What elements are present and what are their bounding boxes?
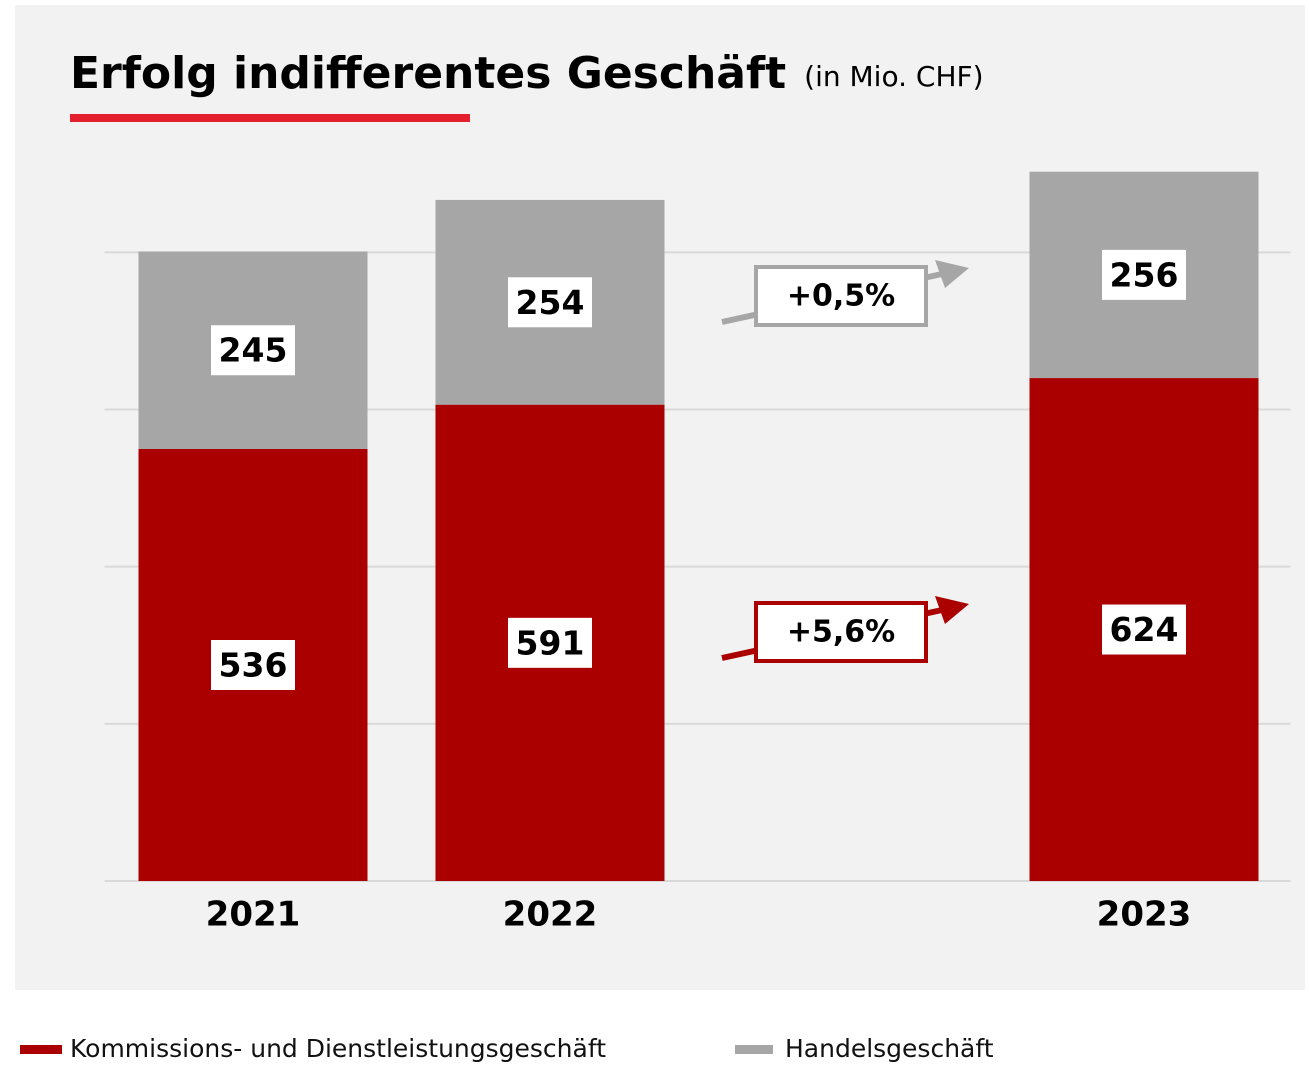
value-label-box	[1102, 249, 1186, 300]
chart-subtitle: (in Mio. CHF)	[804, 60, 983, 93]
legend-label: Kommissions- und Dienstleistungsgeschäft	[70, 1034, 606, 1063]
x-tick-label: 2023	[1097, 895, 1192, 935]
value-label: 591	[516, 623, 585, 662]
x-tick-label: 2022	[503, 895, 598, 935]
legend-swatch	[735, 1045, 773, 1054]
legend-swatch	[20, 1045, 62, 1054]
value-label-box	[508, 617, 592, 668]
title-underline	[70, 114, 470, 122]
value-label: 245	[219, 331, 288, 370]
value-label-box	[211, 325, 295, 376]
value-label-box	[211, 639, 295, 690]
arrow-head	[935, 260, 969, 288]
value-label-box	[508, 277, 592, 328]
value-label: 256	[1110, 255, 1179, 294]
legend-label: Handelsgeschäft	[785, 1034, 994, 1063]
value-label-box	[1102, 604, 1186, 655]
value-label: 624	[1110, 610, 1179, 649]
x-tick-label: 2021	[206, 895, 301, 935]
annotation-box	[754, 601, 928, 663]
arrow-head	[935, 596, 969, 624]
annotation: +5,6%	[787, 615, 895, 650]
value-label: 536	[219, 645, 288, 684]
annotation: +0,5%	[787, 279, 895, 314]
value-label: 254	[516, 283, 585, 322]
chart-title: Erfolg indifferentes Geschäft	[70, 48, 786, 99]
annotation-box	[754, 265, 928, 327]
